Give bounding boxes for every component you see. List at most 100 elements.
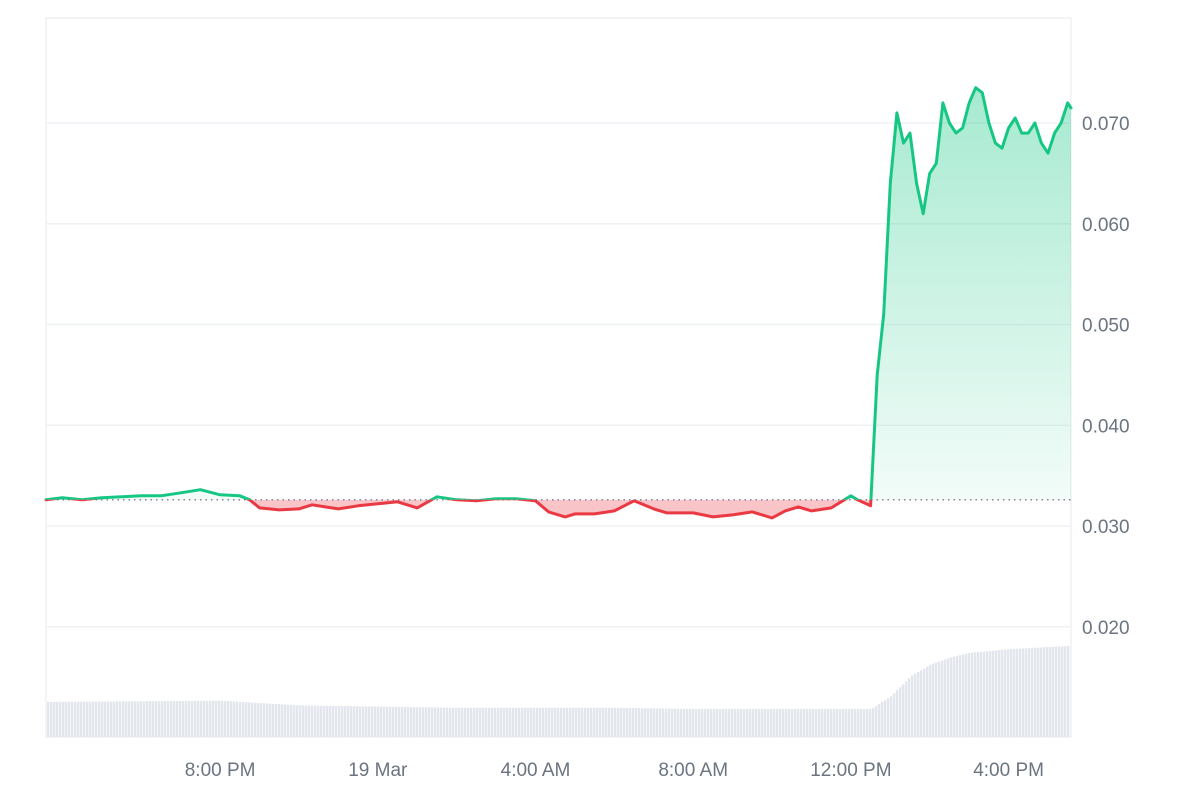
volume-bar	[485, 708, 487, 737]
volume-bar	[965, 654, 967, 737]
volume-bar	[998, 650, 1000, 737]
volume-bar	[1004, 650, 1006, 737]
volume-bar	[470, 708, 472, 737]
volume-bar	[107, 701, 109, 737]
volume-bar	[473, 708, 475, 737]
volume-bar	[818, 709, 820, 737]
volume-bar	[182, 701, 184, 737]
volume-bar	[986, 651, 988, 737]
volume-bar	[515, 708, 517, 737]
volume-bar	[134, 701, 136, 737]
volume-bar	[614, 708, 616, 737]
volume-bar	[1034, 648, 1036, 737]
volume-bar	[1043, 647, 1045, 737]
volume-bar	[566, 708, 568, 737]
y-tick-label: 0.070	[1082, 114, 1130, 135]
volume-bar	[53, 702, 55, 737]
volume-bar	[797, 709, 799, 737]
volume-bar	[803, 709, 805, 737]
volume-bar	[353, 706, 355, 737]
volume-bar	[635, 708, 637, 737]
x-tick-label: 4:00 AM	[501, 760, 571, 781]
volume-bar	[401, 707, 403, 737]
volume-bar	[350, 706, 352, 737]
volume-bar	[971, 653, 973, 737]
volume-bar	[926, 667, 928, 737]
volume-bar	[536, 708, 538, 737]
volume-bar	[71, 702, 73, 737]
volume-bar	[875, 706, 877, 737]
volume-bar	[602, 708, 604, 737]
volume-bar	[251, 703, 253, 737]
volume-bar	[446, 708, 448, 737]
volume-bar	[704, 709, 706, 737]
volume-bar	[488, 708, 490, 737]
volume-bar	[65, 702, 67, 737]
volume-bar	[497, 708, 499, 737]
volume-bar	[800, 709, 802, 737]
volume-layer	[47, 646, 1069, 737]
volume-bar	[500, 708, 502, 737]
volume-bar	[908, 678, 910, 737]
volume-bar	[59, 702, 61, 737]
volume-bar	[458, 708, 460, 737]
volume-bar	[440, 708, 442, 737]
volume-bar	[782, 709, 784, 737]
volume-bar	[143, 701, 145, 737]
volume-bar	[362, 706, 364, 737]
volume-bar	[569, 708, 571, 737]
volume-bar	[605, 708, 607, 737]
volume-bar	[749, 709, 751, 737]
volume-bar	[809, 709, 811, 737]
volume-bar	[1055, 647, 1057, 737]
volume-bar	[674, 709, 676, 737]
volume-bar	[302, 705, 304, 737]
volume-bar	[428, 707, 430, 737]
volume-bar	[122, 701, 124, 737]
volume-bar	[185, 701, 187, 737]
volume-bar	[461, 708, 463, 737]
x-tick-label: 8:00 AM	[658, 760, 728, 781]
volume-bar	[857, 709, 859, 737]
volume-bar	[692, 709, 694, 737]
volume-bar	[932, 664, 934, 737]
volume-bar	[935, 663, 937, 737]
volume-bar	[521, 708, 523, 737]
volume-bar	[743, 709, 745, 737]
volume-bar	[980, 652, 982, 737]
volume-bar	[209, 701, 211, 737]
y-tick-label: 0.040	[1082, 416, 1130, 437]
volume-bar	[983, 652, 985, 737]
x-tick-label: 4:00 PM	[973, 760, 1044, 781]
volume-bar	[221, 701, 223, 737]
volume-bar	[1001, 650, 1003, 737]
volume-bar	[110, 701, 112, 737]
volume-bar	[356, 706, 358, 737]
volume-bar	[392, 707, 394, 737]
volume-bar	[1061, 646, 1063, 737]
area-above-baseline	[46, 88, 1071, 518]
volume-bar	[746, 709, 748, 737]
volume-bar	[758, 709, 760, 737]
volume-bar	[740, 709, 742, 737]
volume-bar	[626, 708, 628, 737]
volume-bar	[947, 658, 949, 737]
volume-bar	[560, 708, 562, 737]
volume-bar	[869, 709, 871, 737]
volume-bar	[1037, 648, 1039, 737]
volume-bar	[563, 708, 565, 737]
volume-bar	[467, 708, 469, 737]
volume-bar	[1028, 648, 1030, 737]
volume-bar	[131, 701, 133, 737]
volume-bar	[992, 651, 994, 737]
volume-bar	[836, 709, 838, 737]
volume-bar	[398, 707, 400, 737]
volume-bar	[1025, 648, 1027, 737]
volume-bar	[140, 701, 142, 737]
volume-bar	[725, 709, 727, 737]
volume-bar	[893, 693, 895, 737]
volume-bar	[1022, 648, 1024, 737]
volume-bar	[104, 702, 106, 737]
volume-bar	[776, 709, 778, 737]
volume-bar	[794, 709, 796, 737]
